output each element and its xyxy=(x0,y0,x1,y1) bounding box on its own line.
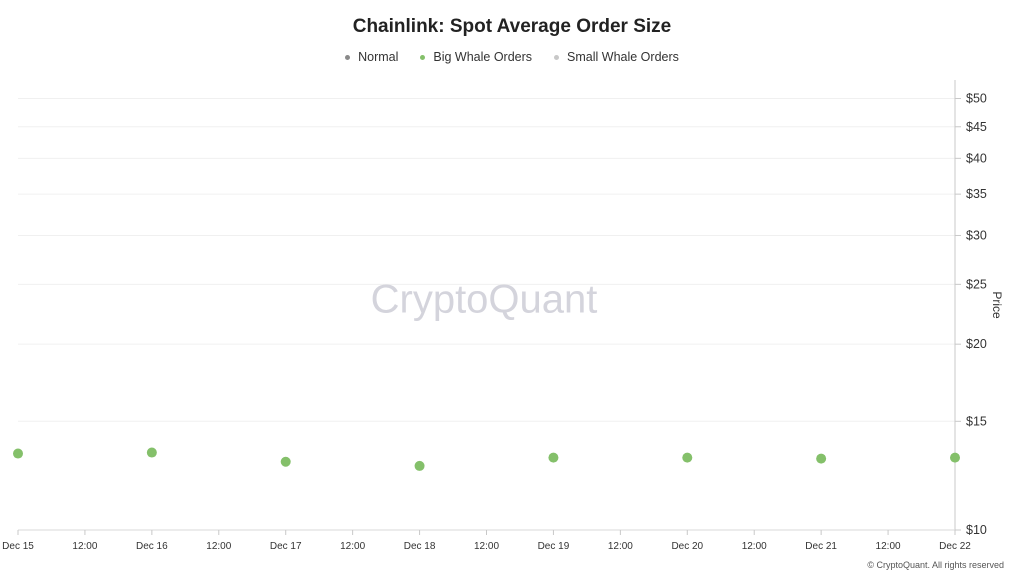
legend-item-big-whale-orders[interactable]: Big Whale Orders xyxy=(420,50,532,64)
y-tick-label: $50 xyxy=(966,92,987,106)
data-point-big-whale-orders[interactable] xyxy=(816,453,827,464)
legend-marker-big-whale-orders xyxy=(420,54,426,60)
x-tick-label: 12:00 xyxy=(206,541,231,552)
x-tick-label: Dec 18 xyxy=(404,541,436,552)
legend-label-small-whale-orders: Small Whale Orders xyxy=(567,50,679,64)
legend-item-small-whale-orders[interactable]: Small Whale Orders xyxy=(554,50,679,64)
x-tick-label: Dec 19 xyxy=(538,541,570,552)
x-axis-ticks: Dec 15 12:00 Dec 16 12:00 Dec 17 12:00 Dec 18 1… xyxy=(2,530,971,552)
data-point-big-whale-orders[interactable] xyxy=(13,448,23,459)
y-axis-title: Price xyxy=(990,291,1004,319)
legend-marker-normal xyxy=(345,54,351,60)
x-tick-label: Dec 17 xyxy=(270,541,302,552)
legend-label-normal: Normal xyxy=(358,50,399,64)
data-point-big-whale-orders[interactable] xyxy=(146,447,157,458)
x-tick-label: 12:00 xyxy=(72,541,97,552)
data-point-big-whale-orders[interactable] xyxy=(950,452,960,463)
data-point-big-whale-orders[interactable] xyxy=(280,456,291,467)
data-point-big-whale-orders[interactable] xyxy=(548,452,559,463)
x-tick-label: Dec 22 xyxy=(939,541,971,552)
y-tick-label: $20 xyxy=(966,337,987,351)
y-tick-label: $30 xyxy=(966,228,987,242)
data-point-big-whale-orders[interactable] xyxy=(682,452,693,463)
data-point-big-whale-orders[interactable] xyxy=(414,460,425,471)
x-tick-label: 12:00 xyxy=(608,541,633,552)
y-tick-label: $40 xyxy=(966,151,987,165)
y-tick-label: $35 xyxy=(966,187,987,201)
x-tick-label: 12:00 xyxy=(340,541,365,552)
y-tick-label: $10 xyxy=(966,523,987,537)
x-tick-label: 12:00 xyxy=(474,541,499,552)
x-tick-label: Dec 16 xyxy=(136,541,168,552)
data-points xyxy=(13,447,960,471)
x-tick-label: 12:00 xyxy=(742,541,767,552)
y-tick-label: $15 xyxy=(966,414,987,428)
x-tick-label: Dec 15 xyxy=(2,541,34,552)
legend-label-big-whale-orders: Big Whale Orders xyxy=(433,50,533,64)
x-tick-label: Dec 21 xyxy=(805,541,837,552)
legend-item-normal[interactable]: Normal xyxy=(345,50,398,64)
y-axis-ticks: $10 $15 $20 $25 $30 $35 $40 $45 $50 xyxy=(955,92,987,537)
chart-title: Chainlink: Spot Average Order Size xyxy=(352,16,672,37)
gridlines xyxy=(18,98,955,422)
copyright-footer: © CryptoQuant. All rights reserved xyxy=(867,560,1004,570)
legend-marker-small-whale-orders xyxy=(554,54,560,60)
legend: Normal Big Whale Orders Small Whale Orde… xyxy=(0,50,1024,64)
watermark: CryptoQuant xyxy=(371,278,598,322)
y-tick-label: $25 xyxy=(966,277,987,291)
y-tick-label: $45 xyxy=(966,120,987,134)
x-tick-label: 12:00 xyxy=(876,541,901,552)
x-tick-label: Dec 20 xyxy=(671,541,703,552)
